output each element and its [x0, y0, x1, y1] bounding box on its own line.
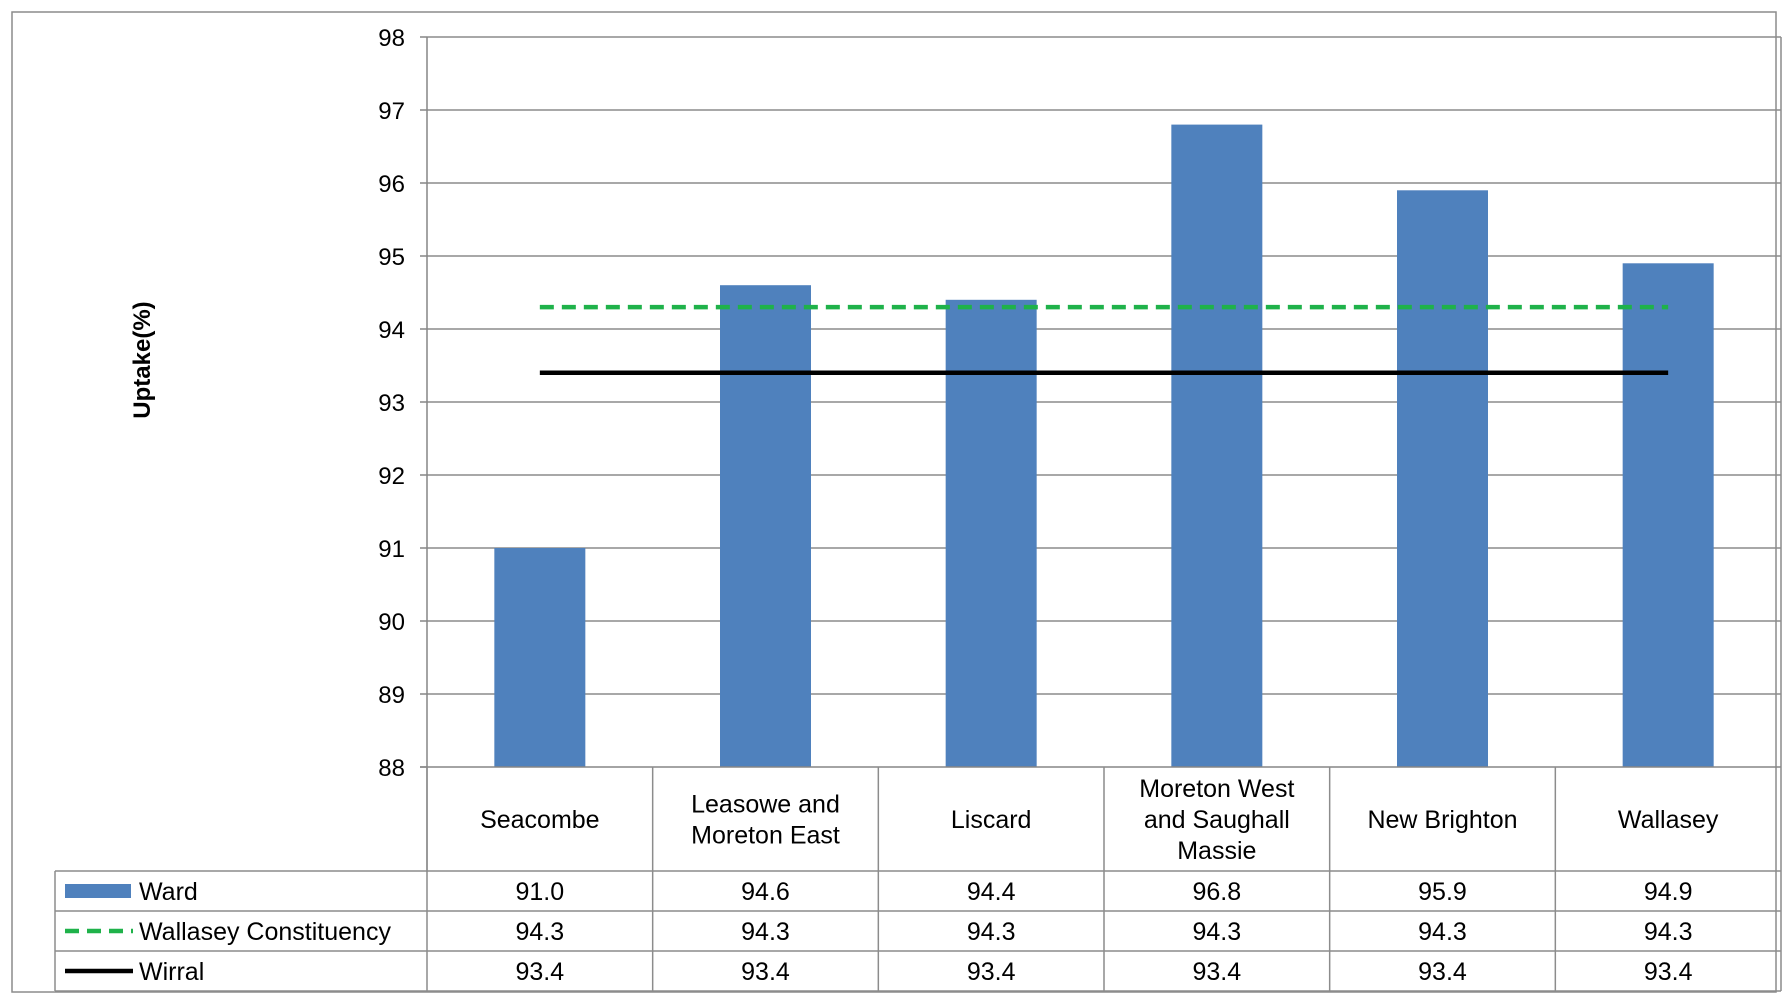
x-category-label: Wallasey	[1618, 806, 1719, 834]
legend-series-name: Wallasey Constituency	[139, 918, 391, 946]
x-category-label: and Saughall	[1144, 806, 1290, 834]
bar-ward	[1171, 124, 1263, 768]
legend-series-name: Wirral	[139, 958, 204, 986]
data-table-value: 94.3	[1418, 918, 1467, 946]
y-tick-label: 94	[378, 317, 405, 344]
bar-ward	[720, 285, 811, 767]
data-table-value: 94.3	[515, 918, 564, 946]
bar-ward	[1397, 190, 1488, 768]
legend-series-name: Ward	[139, 878, 198, 906]
gridlines	[427, 36, 1782, 767]
data-table-value: 95.9	[1418, 878, 1467, 906]
data-table-value: 96.8	[1192, 878, 1241, 906]
bar-ward	[494, 548, 586, 767]
data-table-value: 93.4	[1418, 958, 1467, 986]
line-series	[539, 304, 1669, 376]
x-category-label: Moreton East	[691, 822, 840, 850]
x-category-label: Liscard	[951, 806, 1032, 834]
y-tick-label: 91	[378, 536, 405, 563]
bar-ward	[1622, 263, 1714, 767]
data-table-value: 93.4	[741, 958, 790, 986]
x-category-label: Leasowe and	[691, 791, 840, 819]
y-tick-label: 93	[378, 390, 405, 417]
x-category-label: New Brighton	[1367, 806, 1517, 834]
y-tick-label: 96	[378, 171, 405, 198]
legend-key-ward	[65, 884, 131, 898]
x-category-label: Seacombe	[480, 806, 600, 834]
data-table-value: 94.3	[1644, 918, 1693, 946]
y-tick-label: 98	[378, 25, 405, 52]
data-table-value: 94.9	[1644, 878, 1693, 906]
data-table-value: 94.4	[967, 878, 1016, 906]
x-category-label: Moreton West	[1139, 775, 1294, 803]
data-table: Seacombe Leasowe and Moreton East Liscard Mo…	[54, 767, 1782, 992]
y-tick-label: 89	[378, 682, 405, 709]
data-table-value: 93.4	[1644, 958, 1693, 986]
data-table-value: 94.6	[741, 878, 790, 906]
y-tick-label: 97	[378, 98, 405, 125]
bar-series	[494, 124, 1714, 768]
chart-frame	[11, 11, 1777, 993]
x-category-label: Massie	[1177, 837, 1256, 865]
bar-ward	[945, 299, 1037, 767]
data-table-value: 91.0	[515, 878, 564, 906]
y-tick-label: 92	[378, 463, 405, 490]
data-table-value: 93.4	[967, 958, 1016, 986]
data-table-value: 93.4	[515, 958, 564, 986]
y-tick-label: 88	[378, 755, 405, 782]
data-table-value: 94.3	[967, 918, 1016, 946]
y-tick-label: 95	[378, 244, 405, 271]
data-table-value: 94.3	[1192, 918, 1241, 946]
data-table-value: 94.3	[741, 918, 790, 946]
data-table-value: 93.4	[1192, 958, 1241, 986]
y-axis-label: Uptake(%)	[129, 301, 156, 418]
axes: 88 89 90 91 92 93 94 95 96 97 98	[378, 25, 1781, 872]
y-tick-label: 90	[378, 609, 405, 636]
